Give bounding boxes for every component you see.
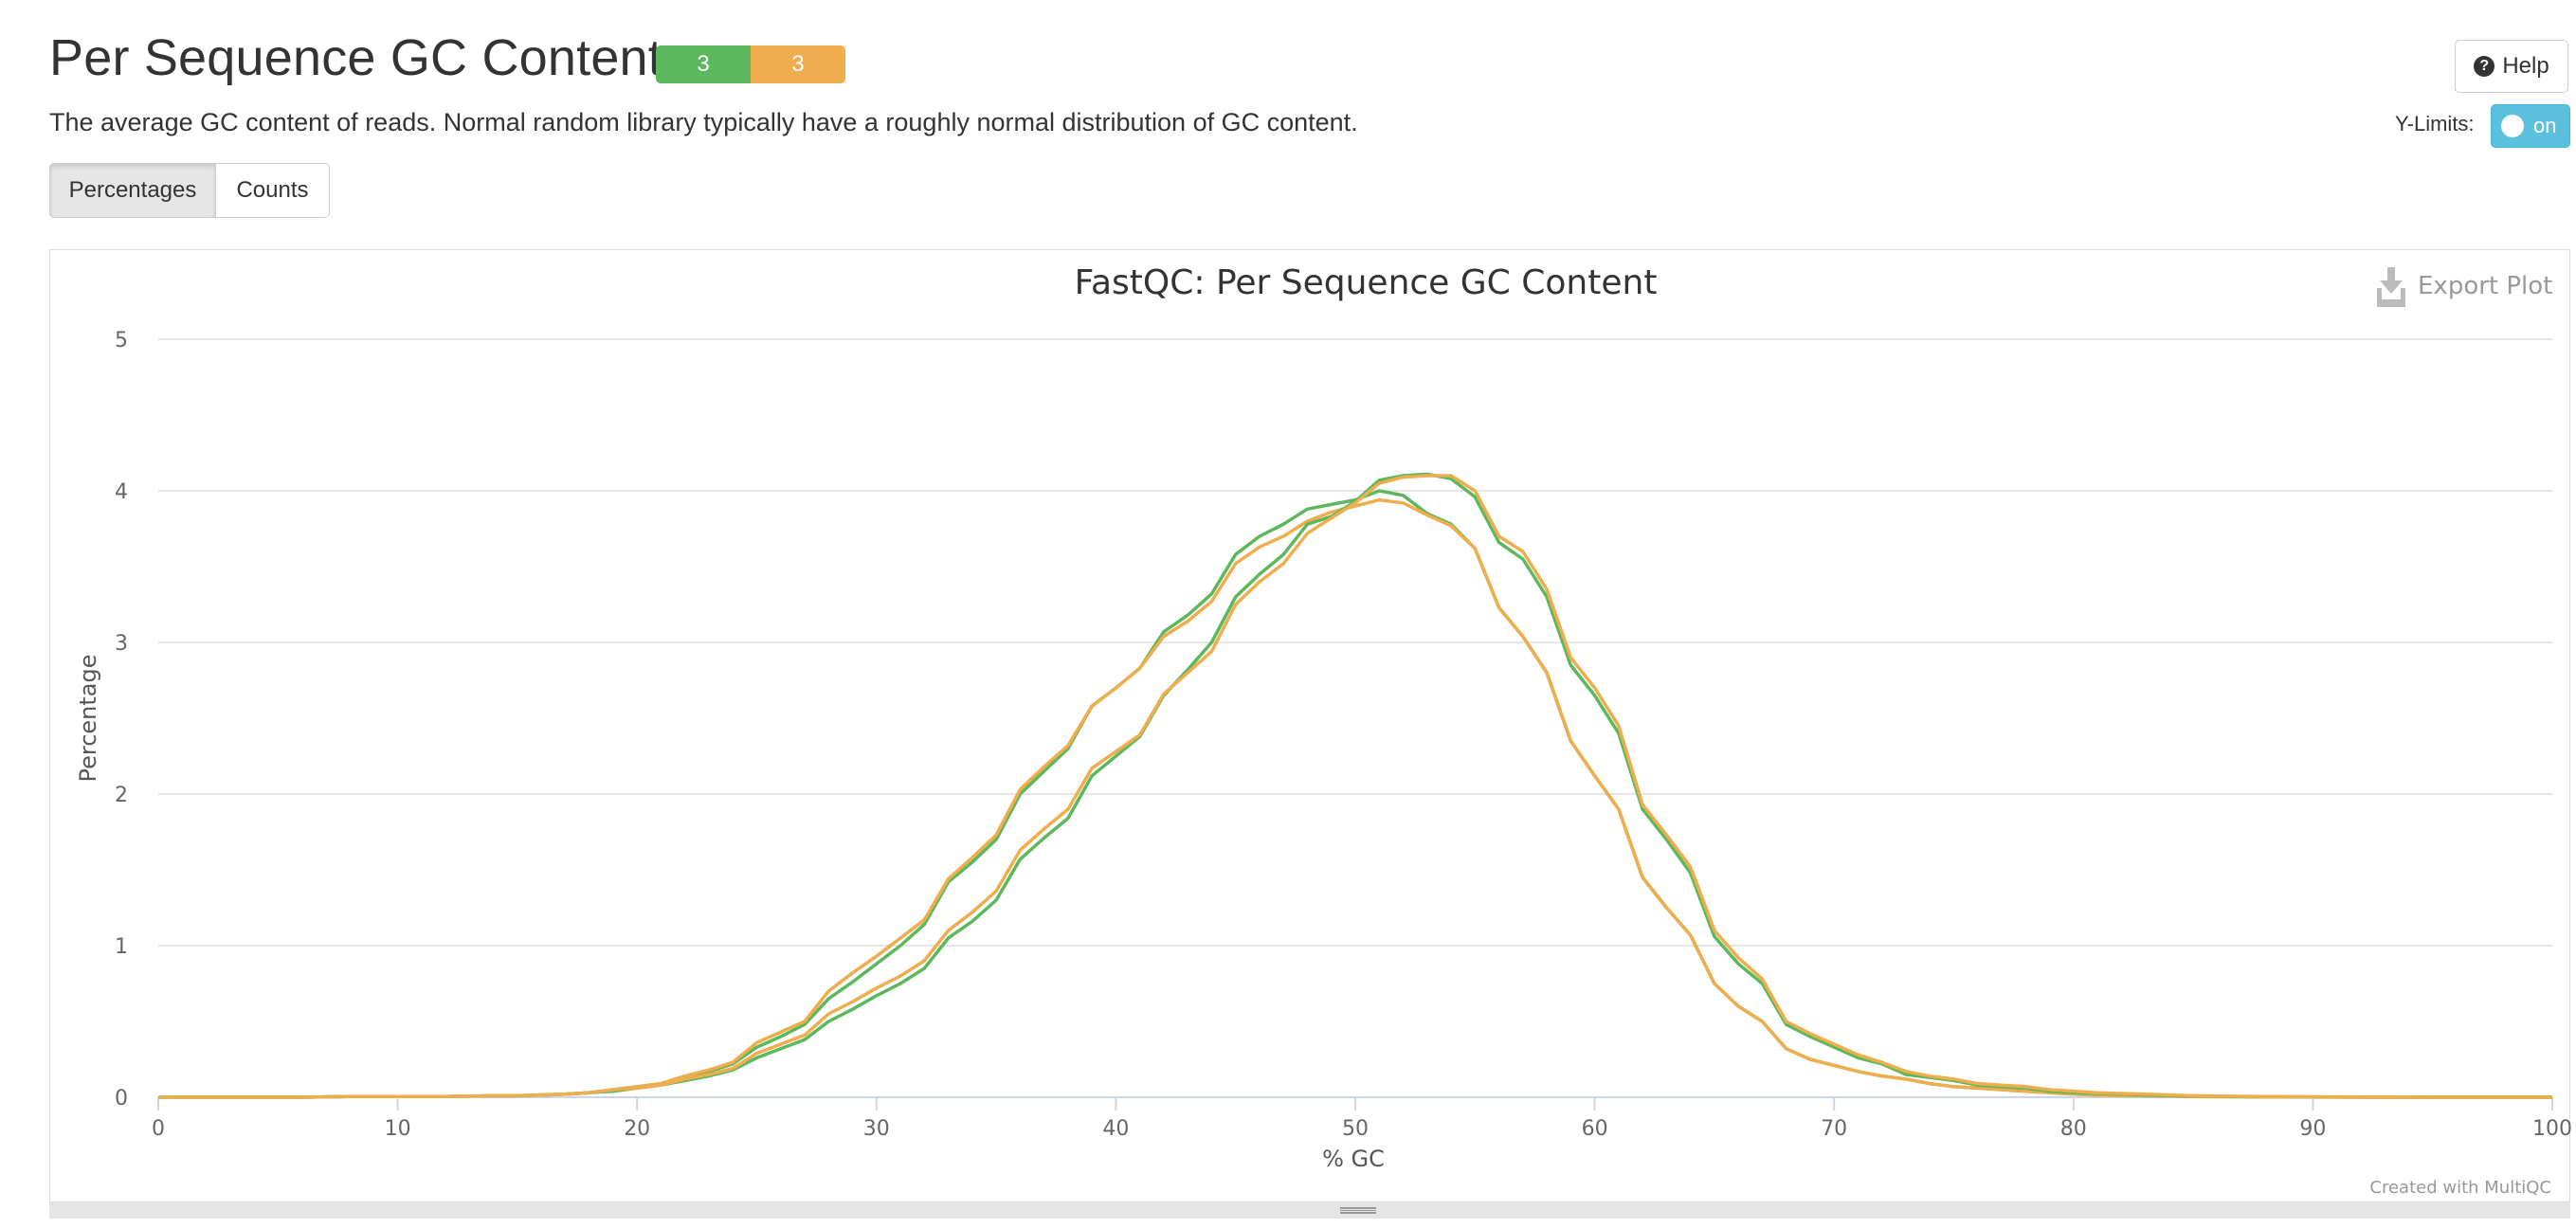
- chart-credit: Created with MultiQC: [2369, 1178, 2551, 1198]
- plot-resize-bar[interactable]: [49, 1201, 2570, 1219]
- y-axis-ticks: 0 1 2 3 4 5: [115, 329, 128, 1111]
- question-circle-icon: ?: [2474, 56, 2495, 77]
- y-tick-label: 2: [115, 784, 128, 807]
- gc-content-plot: FastQC: Per Sequence GC Content Export P…: [75, 263, 2571, 1198]
- page-title: Per Sequence GC Content: [49, 29, 662, 86]
- section-description: The average GC content of reads. Normal …: [49, 108, 1358, 136]
- status-bar[interactable]: 3 3: [656, 45, 845, 83]
- toggle-knob: [2501, 115, 2524, 137]
- chart-title: FastQC: Per Sequence GC Content: [1075, 263, 1658, 302]
- series-line-3[interactable]: [158, 472, 2552, 1099]
- x-tick-label: 40: [1102, 1117, 1129, 1141]
- y-axis-label: Percentage: [75, 654, 101, 782]
- x-tick-label: 50: [1342, 1117, 1369, 1141]
- x-tick-label: 80: [2060, 1117, 2087, 1141]
- ylimits-label: Y-Limits:: [2395, 112, 2475, 135]
- x-tick-label: 60: [1582, 1117, 1608, 1141]
- x-axis-label: % GC: [1322, 1146, 1385, 1172]
- y-tick-label: 4: [115, 480, 128, 504]
- toggle-state: on: [2533, 114, 2557, 137]
- x-tick-label: 20: [624, 1117, 650, 1141]
- export-plot-button[interactable]: Export Plot: [2377, 267, 2552, 307]
- y-tick-label: 0: [115, 1087, 128, 1111]
- counts-button[interactable]: Counts: [216, 163, 330, 218]
- grid: [158, 338, 2552, 1098]
- resize-handle-icon: [1340, 1207, 1376, 1214]
- x-tick-label: 100: [2532, 1117, 2571, 1141]
- y-tick-label: 1: [115, 935, 128, 959]
- x-tick-label: 70: [1821, 1117, 1847, 1141]
- help-button[interactable]: ? Help: [2455, 40, 2568, 93]
- x-tick-label: 0: [152, 1117, 165, 1141]
- plot-container: FastQC: Per Sequence GC Content Export P…: [49, 249, 2571, 1219]
- y-tick-label: 5: [115, 329, 128, 352]
- series-line-2[interactable]: [158, 497, 2552, 1099]
- x-tick-label: 30: [863, 1117, 890, 1141]
- ylimits-toggle[interactable]: on: [2491, 104, 2570, 148]
- status-pass-count[interactable]: 3: [656, 45, 751, 83]
- download-icon: [2377, 267, 2405, 307]
- status-warn-count[interactable]: 3: [751, 45, 845, 83]
- export-plot-label: Export Plot: [2418, 272, 2552, 300]
- x-tick-label: 90: [2299, 1117, 2326, 1141]
- help-label: Help: [2502, 53, 2549, 79]
- x-tick-label: 10: [385, 1117, 411, 1141]
- data-view-switch: Percentages Counts: [49, 163, 330, 218]
- percentages-button[interactable]: Percentages: [49, 163, 216, 218]
- x-axis-ticks: 0 10 20 30 40 50 60 70 80 90 100: [152, 1097, 2571, 1141]
- series-lines: [158, 472, 2552, 1099]
- y-tick-label: 3: [115, 632, 128, 656]
- series-line-4[interactable]: [158, 474, 2552, 1099]
